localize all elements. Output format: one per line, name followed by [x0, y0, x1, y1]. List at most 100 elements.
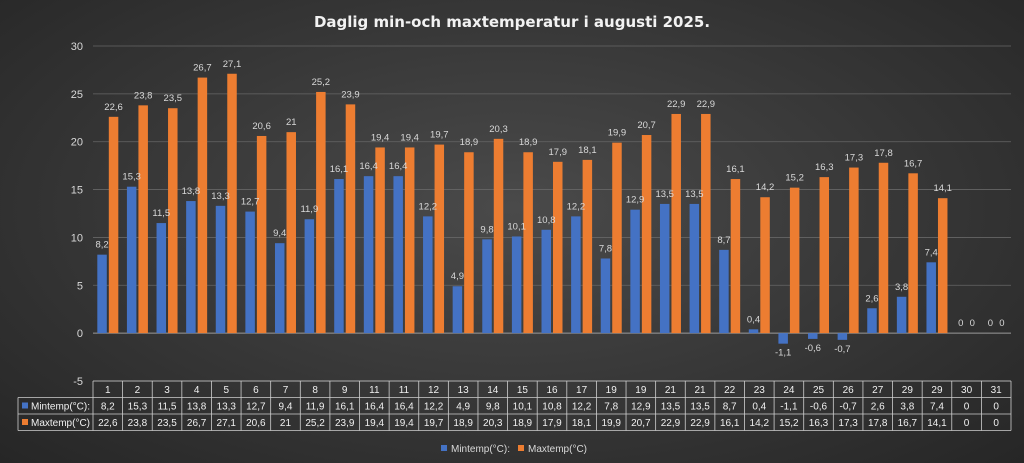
min-temp-bar — [363, 176, 374, 334]
min-temp-cell: 13,8 — [187, 402, 207, 413]
min-temp-cell: 12,9 — [631, 402, 651, 413]
max-temp-bar — [553, 161, 563, 334]
max-temp-cell: 17,8 — [868, 418, 888, 429]
max-temp-label: 21 — [286, 117, 297, 128]
max-temp-bar — [404, 147, 415, 334]
x-tick-label: 13 — [458, 385, 470, 396]
min-temp-cell: 11,5 — [158, 402, 177, 413]
y-tick-label: 15 — [71, 185, 83, 197]
max-temp-label: 16,3 — [815, 162, 834, 173]
min-temp-bar — [482, 239, 492, 334]
min-temp-cell: -1,1 — [780, 402, 798, 413]
max-temp-bar — [760, 197, 770, 334]
min-temp-cell: 7,8 — [604, 402, 618, 413]
max-temp-bar — [671, 113, 681, 334]
min-temp-cell: 8,2 — [101, 402, 115, 413]
min-temp-bar — [541, 229, 551, 334]
max-temp-cell: 23,9 — [335, 418, 355, 429]
x-tick-label: 1 — [105, 385, 111, 396]
max-temp-label: 14,2 — [756, 182, 775, 193]
max-temp-bar — [908, 173, 918, 334]
x-tick-label: 19 — [606, 385, 618, 396]
min-temp-bar — [867, 308, 877, 334]
max-temp-bar — [819, 177, 830, 334]
min-temp-cell: 13,5 — [690, 402, 710, 413]
min-temp-label: 7,8 — [599, 243, 612, 254]
max-temp-cell: 23,8 — [128, 418, 148, 429]
min-temp-label: 3,8 — [895, 282, 908, 293]
x-tick-label: 2 — [135, 385, 141, 396]
min-temp-label: 13,8 — [182, 186, 201, 197]
max-temp-bar — [227, 73, 237, 334]
x-tick-label: 19 — [635, 385, 647, 396]
x-tick-label: 25 — [813, 385, 825, 396]
max-temp-label: 22,9 — [697, 99, 716, 110]
chart-title: Daglig min-och maxtemperatur i augusti 2… — [314, 13, 710, 31]
max-temp-label: 27,1 — [223, 59, 242, 70]
y-tick-label: 0 — [77, 328, 83, 340]
min-temp-cell: 16,4 — [365, 402, 385, 413]
max-temp-key — [22, 419, 28, 425]
max-temp-cell: 17,3 — [838, 418, 858, 429]
max-temp-label: 17,9 — [549, 147, 568, 158]
max-temp-cell: 19,7 — [424, 418, 444, 429]
x-tick-label: 5 — [223, 385, 229, 396]
max-temp-bar — [168, 108, 178, 334]
min-temp-label: 11,5 — [152, 208, 170, 219]
min-temp-cell: 15,3 — [128, 402, 148, 413]
max-temp-bar — [612, 142, 622, 334]
max-temp-bar — [345, 104, 356, 334]
x-tick-label: 7 — [283, 385, 289, 396]
max-temp-label: 14,1 — [933, 183, 952, 194]
min-temp-cell: -0,7 — [840, 402, 858, 413]
min-temp-cell: 4,9 — [456, 402, 470, 413]
x-tick-label: 22 — [724, 385, 736, 396]
min-temp-cell: 12,7 — [246, 402, 266, 413]
max-temp-bar — [730, 179, 741, 334]
min-temp-label: 16,1 — [330, 164, 349, 175]
max-temp-label: 15,2 — [785, 173, 804, 184]
min-temp-cell: 11,9 — [306, 402, 325, 413]
max-temp-bar — [197, 77, 208, 334]
max-temp-label: 16,1 — [726, 164, 745, 175]
min-temp-bar — [511, 236, 522, 334]
x-tick-label: 23 — [754, 385, 766, 396]
max-temp-label: 19,7 — [430, 130, 449, 141]
max-temp-cell: 14,2 — [750, 418, 770, 429]
min-temp-bar — [423, 216, 433, 334]
max-temp-cell: 25,2 — [305, 418, 325, 429]
x-tick-label: 24 — [783, 385, 795, 396]
x-tick-label: 16 — [546, 385, 558, 396]
min-temp-cell: -0,6 — [810, 402, 828, 413]
x-tick-label: 26 — [843, 385, 855, 396]
min-temp-label: 8,7 — [717, 235, 730, 246]
max-temp-cell: 18,9 — [513, 418, 533, 429]
max-temp-label: 26,7 — [193, 63, 212, 74]
min-temp-bar — [393, 176, 403, 334]
legend-max-label: Maxtemp(°C) — [528, 444, 587, 455]
x-tick-label: 6 — [253, 385, 259, 396]
min-temp-label: 16,4 — [359, 161, 378, 172]
max-temp-cell: 27,1 — [217, 418, 237, 429]
min-temp-cell: 12,2 — [572, 402, 592, 413]
max-temp-bar — [256, 135, 267, 334]
max-temp-row-label: Maxtemp(°C) — [31, 418, 90, 429]
max-temp-cell: 20,6 — [246, 418, 266, 429]
data-table: 1 2 3 4 5 6 7 8 9 11 11 12 13 14 15 16 17 19 19 21 21 22 23 24 2… — [17, 380, 1012, 431]
max-temp-label: 19,9 — [608, 128, 627, 139]
min-temp-bar — [926, 262, 936, 334]
x-tick-label: 4 — [194, 385, 200, 396]
y-axis: -5 0 5 10 15 20 25 30 — [71, 41, 83, 388]
max-temp-cell: 14,1 — [927, 418, 947, 429]
x-tick-label: 17 — [576, 385, 588, 396]
max-temp-cell: 20,7 — [631, 418, 651, 429]
min-temp-cell: 13,5 — [661, 402, 681, 413]
min-temp-label: 9,8 — [480, 224, 493, 235]
y-tick-label: 25 — [71, 89, 83, 101]
x-tick-label: 15 — [517, 385, 529, 396]
max-temp-label: 18,1 — [578, 145, 597, 156]
max-temp-cell: 20,3 — [483, 418, 503, 429]
min-temp-label: 4,9 — [451, 271, 464, 282]
max-temp-label: 23,9 — [341, 89, 360, 100]
min-temp-label: 12,2 — [567, 201, 586, 212]
